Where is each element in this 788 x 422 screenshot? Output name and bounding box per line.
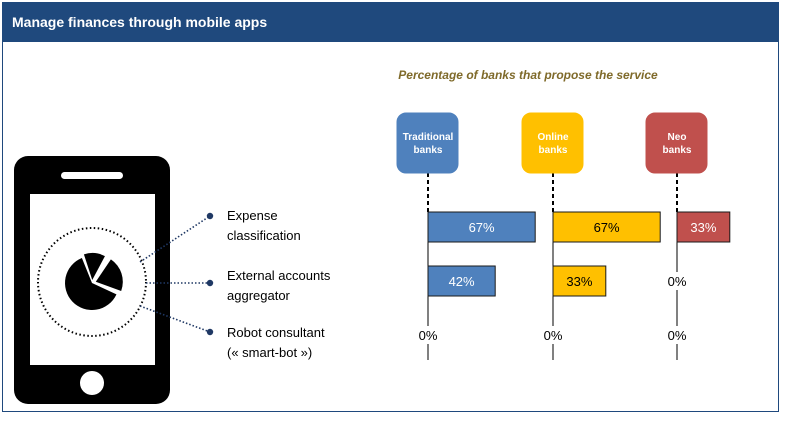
feature-label: External accounts <box>227 268 331 283</box>
legend-box <box>396 112 459 174</box>
feature-label: (« smart-bot ») <box>227 345 312 360</box>
data-label: 67% <box>594 220 620 235</box>
feature-label: Robot consultant <box>227 325 325 340</box>
feature-label: aggregator <box>227 288 291 303</box>
pie-slice <box>65 257 117 310</box>
feature-label: Expense <box>227 208 278 223</box>
phone-icon <box>14 156 170 404</box>
legend-label: Traditional <box>403 132 454 143</box>
label-bg <box>541 326 565 344</box>
legend-box <box>645 112 708 174</box>
series-neo-banks: Neo banks 33% 0% 0% <box>645 112 731 360</box>
legend-box <box>521 112 584 174</box>
series-traditional-banks: Traditional banks 67% 42% 0% <box>396 112 536 360</box>
data-label: 0% <box>668 274 687 289</box>
label-bg <box>665 272 689 290</box>
bullet-dot <box>206 212 214 220</box>
data-label: 0% <box>544 328 563 343</box>
bar <box>427 265 496 297</box>
bullet-dot <box>206 279 214 287</box>
bar <box>676 211 731 243</box>
legend-label: Neo <box>668 132 687 143</box>
data-label: 42% <box>449 274 475 289</box>
pie-slice <box>83 253 105 281</box>
bullet-dot <box>206 328 214 336</box>
legend-label: Online <box>537 132 569 143</box>
legend-label: banks <box>414 145 443 156</box>
bar <box>427 211 536 243</box>
data-label: 0% <box>419 328 438 343</box>
bar <box>552 211 661 243</box>
bar <box>552 265 607 297</box>
data-label: 67% <box>469 220 495 235</box>
data-label: 0% <box>668 328 687 343</box>
series-online-banks: Online banks 67% 33% 0% <box>521 112 661 360</box>
label-bg <box>665 326 689 344</box>
legend-label: banks <box>663 145 692 156</box>
feature-label: classification <box>227 228 301 243</box>
pie-slice <box>95 259 123 291</box>
chart-subtitle: Percentage of banks that propose the ser… <box>398 68 658 82</box>
label-bg <box>416 326 440 344</box>
data-label: 33% <box>566 274 592 289</box>
legend-label: banks <box>539 145 568 156</box>
pie-chart-icon <box>65 253 123 310</box>
data-label: 33% <box>690 220 716 235</box>
page-title: Manage finances through mobile apps <box>2 2 779 42</box>
